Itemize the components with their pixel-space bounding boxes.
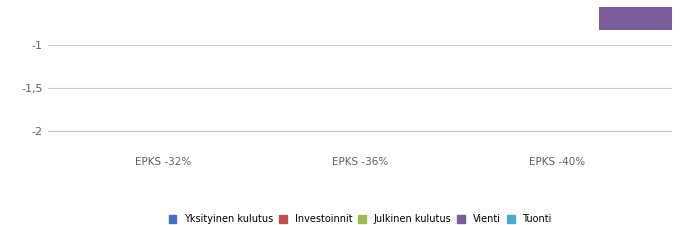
Legend: Yksityinen kulutus, Investoinnit, Julkinen kulutus, Vienti, Tuonti: Yksityinen kulutus, Investoinnit, Julkin… [169, 214, 552, 224]
Bar [599, 0, 683, 30]
